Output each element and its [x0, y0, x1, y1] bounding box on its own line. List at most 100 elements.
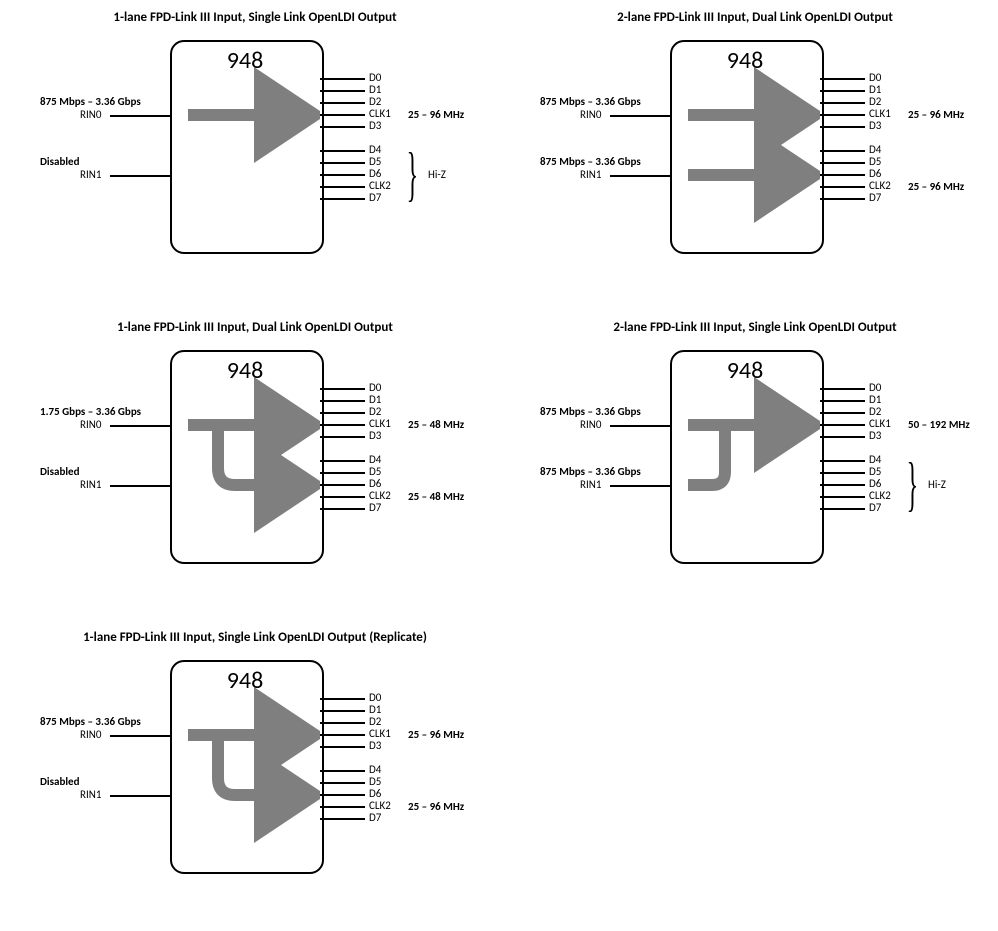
arrow-graphic	[170, 660, 320, 870]
output-line-g1-4	[320, 126, 365, 128]
diagram-title: 1-lane FPD-Link III Input, Dual Link Ope…	[10, 320, 500, 335]
input0-rate: 875 Mbps – 3.36 Gbps	[540, 405, 641, 418]
hiz-label: Hi-Z	[428, 168, 446, 181]
hiz-brace: }	[907, 454, 919, 514]
output-line-g1-2	[820, 412, 865, 414]
output-line-g1-1	[320, 710, 365, 712]
output-line-g2-1	[820, 162, 865, 164]
input1-line	[110, 175, 170, 177]
output-g2-rate: 25 – 96 MHz	[408, 800, 464, 813]
diagram-grid: 1-lane FPD-Link III Input, Single Link O…	[10, 10, 998, 920]
output-line-g2-4	[820, 198, 865, 200]
output-line-g1-2	[320, 722, 365, 724]
input0-label: RIN0	[80, 728, 101, 741]
diagram-title: 2-lane FPD-Link III Input, Single Link O…	[510, 320, 998, 335]
input1-line	[610, 485, 670, 487]
input0-line	[610, 425, 670, 427]
output-line-g2-1	[320, 472, 365, 474]
output-line-g1-2	[820, 102, 865, 104]
output-line-g1-0	[320, 388, 365, 390]
output-line-g2-0	[820, 150, 865, 152]
output-label-g2-4: D7	[869, 502, 881, 514]
output-label-g1-4: D3	[869, 430, 881, 442]
output-label-g2-4: D7	[869, 192, 881, 204]
output-line-g1-4	[320, 746, 365, 748]
output-line-g2-1	[320, 782, 365, 784]
diagram-title: 2-lane FPD-Link III Input, Dual Link Ope…	[510, 10, 998, 25]
output-label-g1-4: D3	[369, 120, 381, 132]
diagram-3: 2-lane FPD-Link III Input, Single Link O…	[510, 320, 998, 610]
input1-line	[610, 175, 670, 177]
output-line-g1-3	[320, 114, 365, 116]
input1-rate: Disabled	[40, 155, 80, 168]
output-line-g1-3	[320, 424, 365, 426]
output-line-g2-3	[820, 186, 865, 188]
input0-label: RIN0	[580, 108, 601, 121]
output-label-g1-4: D3	[369, 430, 381, 442]
output-line-g2-0	[320, 150, 365, 152]
output-line-g2-2	[820, 174, 865, 176]
hiz-label: Hi-Z	[928, 478, 946, 491]
output-line-g2-3	[820, 496, 865, 498]
output-line-g2-2	[320, 174, 365, 176]
output-line-g1-4	[820, 436, 865, 438]
output-line-g1-3	[820, 424, 865, 426]
output-g1-rate: 25 – 96 MHz	[908, 108, 964, 121]
output-line-g1-3	[820, 114, 865, 116]
output-line-g1-0	[820, 388, 865, 390]
output-label-g1-4: D3	[369, 740, 381, 752]
output-line-g2-0	[320, 770, 365, 772]
output-g1-rate: 25 – 48 MHz	[408, 418, 464, 431]
output-line-g2-4	[320, 508, 365, 510]
output-line-g2-0	[320, 460, 365, 462]
output-line-g2-3	[320, 186, 365, 188]
input1-label: RIN1	[80, 788, 101, 801]
input1-rate: 875 Mbps – 3.36 Gbps	[540, 155, 641, 168]
input0-line	[610, 115, 670, 117]
output-line-g1-3	[320, 734, 365, 736]
diagram-title: 1-lane FPD-Link III Input, Single Link O…	[10, 10, 500, 25]
input1-label: RIN1	[580, 168, 601, 181]
arrow-graphic	[670, 350, 820, 560]
output-line-g1-1	[320, 90, 365, 92]
output-g1-rate: 25 – 96 MHz	[408, 728, 464, 741]
input1-label: RIN1	[80, 168, 101, 181]
output-line-g2-1	[820, 472, 865, 474]
output-g1-rate: 50 – 192 MHz	[908, 418, 970, 431]
output-line-g2-4	[320, 818, 365, 820]
output-line-g2-0	[820, 460, 865, 462]
input0-label: RIN0	[580, 418, 601, 431]
output-line-g1-0	[820, 78, 865, 80]
output-line-g1-0	[320, 698, 365, 700]
arrow-graphic	[670, 40, 820, 250]
output-line-g2-2	[320, 484, 365, 486]
output-label-g2-4: D7	[369, 812, 381, 824]
input1-line	[110, 485, 170, 487]
input1-rate: Disabled	[40, 775, 80, 788]
output-line-g1-0	[320, 78, 365, 80]
input1-rate: 875 Mbps – 3.36 Gbps	[540, 465, 641, 478]
output-line-g2-3	[320, 806, 365, 808]
input0-line	[110, 735, 170, 737]
output-line-g1-1	[820, 400, 865, 402]
input0-line	[110, 425, 170, 427]
output-line-g2-3	[320, 496, 365, 498]
input0-rate: 875 Mbps – 3.36 Gbps	[40, 95, 141, 108]
output-label-g2-4: D7	[369, 502, 381, 514]
diagram-0: 1-lane FPD-Link III Input, Single Link O…	[10, 10, 500, 300]
input1-label: RIN1	[580, 478, 601, 491]
output-label-g1-4: D3	[869, 120, 881, 132]
diagram-1: 2-lane FPD-Link III Input, Dual Link Ope…	[510, 10, 998, 300]
output-g2-rate: 25 – 48 MHz	[408, 490, 464, 503]
output-g2-rate: 25 – 96 MHz	[908, 180, 964, 193]
hiz-brace: }	[407, 144, 419, 204]
output-line-g1-1	[320, 400, 365, 402]
output-line-g1-1	[820, 90, 865, 92]
diagram-4: 1-lane FPD-Link III Input, Single Link O…	[10, 630, 500, 920]
output-line-g1-2	[320, 412, 365, 414]
output-line-g2-4	[320, 198, 365, 200]
input0-label: RIN0	[80, 418, 101, 431]
output-line-g1-4	[820, 126, 865, 128]
input0-line	[110, 115, 170, 117]
output-line-g2-4	[820, 508, 865, 510]
